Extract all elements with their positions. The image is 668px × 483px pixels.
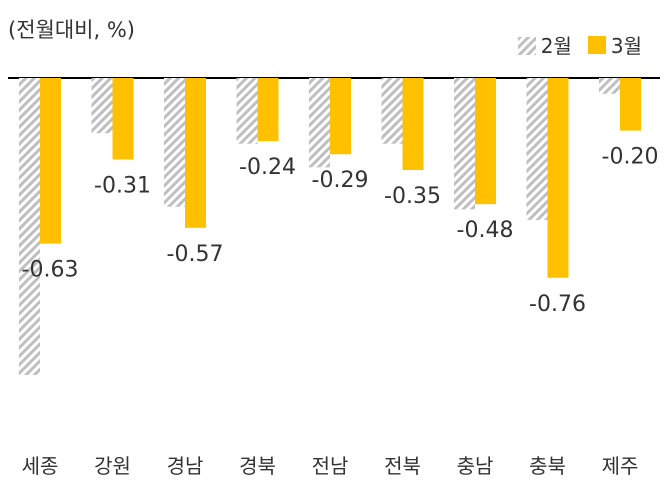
category-label-1: 강원 xyxy=(94,454,131,478)
value-label-0: -0.63 xyxy=(22,258,79,283)
value-label-5: -0.35 xyxy=(384,184,441,209)
legend: 2월 3월 xyxy=(517,30,642,59)
bar-feb-3 xyxy=(236,78,258,144)
value-label-2: -0.57 xyxy=(167,242,224,267)
unit-label: (전월대비, %) xyxy=(8,18,135,42)
bar-feb-1 xyxy=(91,78,113,134)
bar-feb-4 xyxy=(309,78,330,168)
category-label-2: 경남 xyxy=(167,454,204,478)
bar-mar-5 xyxy=(402,78,424,170)
category-label-0: 세종 xyxy=(22,454,59,478)
value-label-3: -0.24 xyxy=(239,155,296,180)
bar-feb-0 xyxy=(19,78,40,375)
category-label-5: 전북 xyxy=(384,454,421,478)
bar-feb-5 xyxy=(381,78,403,144)
category-label-6: 충남 xyxy=(457,454,494,478)
category-label-8: 제주 xyxy=(602,454,639,478)
legend-swatch-mar xyxy=(587,35,606,54)
legend-label-mar: 3월 xyxy=(610,34,642,58)
bar-mar-3 xyxy=(257,78,279,142)
category-label-4: 전남 xyxy=(312,454,349,478)
value-label-7: -0.76 xyxy=(529,292,586,317)
value-label-8: -0.20 xyxy=(602,145,659,170)
bar-feb-7 xyxy=(526,78,548,220)
bar-mar-7 xyxy=(547,78,569,278)
legend-label-feb: 2월 xyxy=(540,34,572,58)
bar-feb-8 xyxy=(599,78,620,94)
bar-feb-2 xyxy=(164,78,185,207)
bar-mar-4 xyxy=(330,78,351,155)
bar-mar-1 xyxy=(112,78,134,160)
category-label-7: 충북 xyxy=(529,454,566,478)
bar-mar-0 xyxy=(40,78,61,244)
value-label-4: -0.29 xyxy=(312,168,369,193)
value-label-1: -0.31 xyxy=(94,173,151,198)
legend-swatch-feb xyxy=(517,36,536,55)
hatch-swatch-icon xyxy=(517,36,536,55)
category-label-3: 경북 xyxy=(239,454,276,478)
bar-mar-2 xyxy=(185,78,206,228)
bar-feb-6 xyxy=(454,78,475,210)
value-label-6: -0.48 xyxy=(457,218,514,243)
bar-mar-6 xyxy=(475,78,496,205)
bar-mar-8 xyxy=(620,78,641,131)
